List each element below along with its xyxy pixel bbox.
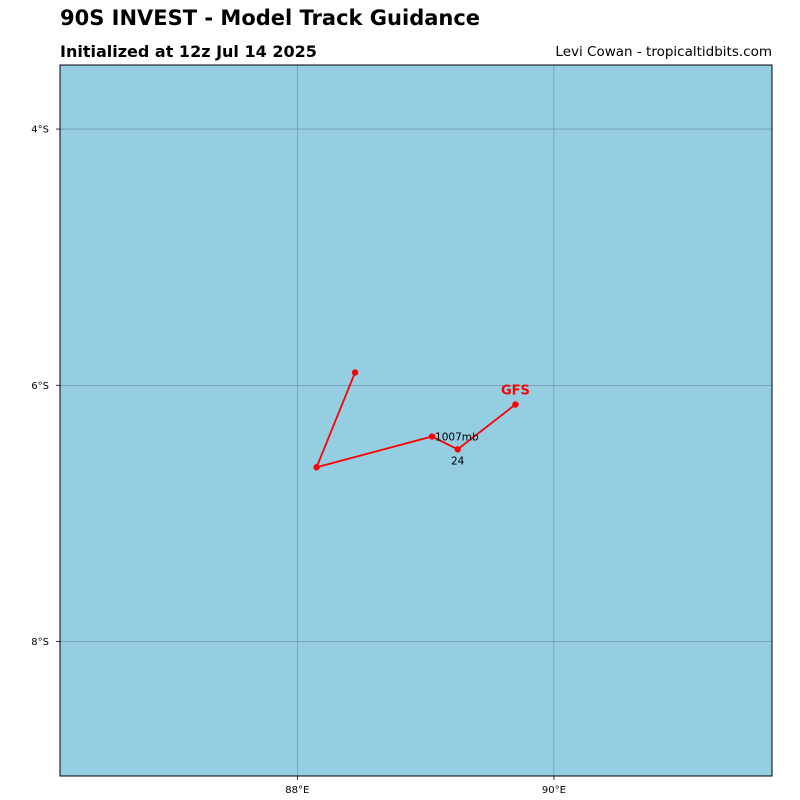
credit-text: Levi Cowan - tropicaltidbits.com [555, 44, 772, 60]
map-title: 90S INVEST - Model Track Guidance [60, 6, 481, 30]
forecast-hour-label: 24 [451, 455, 465, 467]
map-subtitle: Initialized at 12z Jul 14 2025 [60, 42, 317, 61]
tick-label-lat: 8°S [31, 637, 49, 648]
grid-lines [60, 65, 772, 776]
map-frame [59, 64, 773, 777]
track-point [512, 401, 519, 408]
pressure-label: 1007mb [435, 432, 479, 444]
model-label: GFS [501, 383, 530, 398]
track-point [351, 369, 359, 376]
tick-label-lat: 6°S [31, 381, 49, 392]
tick-label-lat: 4°S [31, 125, 49, 136]
tick-label-lon: 90°E [542, 785, 566, 796]
ocean-area [60, 65, 772, 776]
axis-ticks: 88°E 90°E 4°S 6°S 8°S [31, 125, 566, 796]
track-point [428, 433, 436, 440]
track-point [454, 446, 461, 453]
track-layer: GFS 24 1007mb [313, 369, 530, 471]
tick-label-lon: 88°E [285, 785, 309, 796]
track-point [313, 464, 320, 471]
